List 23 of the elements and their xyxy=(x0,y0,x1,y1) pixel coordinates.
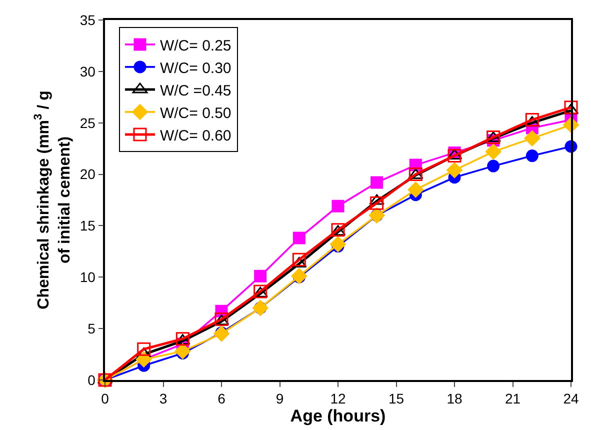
x-tick-label: 24 xyxy=(563,390,579,407)
legend-label: W/C =0.45 xyxy=(160,82,232,100)
legend-label: W/C= 0.30 xyxy=(160,60,232,77)
x-tick-label: 0 xyxy=(101,390,110,407)
legend-label: W/C= 0.25 xyxy=(160,37,232,54)
x-tick-label: 15 xyxy=(388,390,404,407)
x-axis-title: Age (hours) xyxy=(290,406,386,426)
legend-label: W/C= 0.60 xyxy=(160,127,232,144)
y-tick-label: 15 xyxy=(80,218,96,234)
y-tick-label: 25 xyxy=(80,114,96,131)
y-tick-label: 5 xyxy=(88,320,96,336)
y-tick-label: 35 xyxy=(80,12,96,28)
x-tick-label: 18 xyxy=(446,390,462,407)
x-tick-label: 3 xyxy=(159,390,168,407)
y-tick-label: 0 xyxy=(88,372,96,388)
legend-label: W/C= 0.50 xyxy=(160,104,232,122)
x-tick-label: 21 xyxy=(504,390,521,407)
y-tick-label: 20 xyxy=(80,166,96,182)
x-tick-label: 6 xyxy=(218,390,226,407)
y-tick-label: 30 xyxy=(80,63,96,80)
y-tick-label: 10 xyxy=(80,269,96,286)
x-tick-label: 9 xyxy=(276,390,284,407)
x-tick-label: 12 xyxy=(330,390,346,407)
